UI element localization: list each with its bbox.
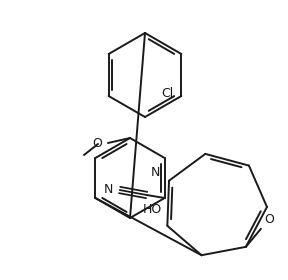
Text: O: O bbox=[264, 213, 274, 226]
Text: HO: HO bbox=[143, 203, 162, 216]
Text: N: N bbox=[103, 183, 113, 195]
Text: N: N bbox=[150, 166, 160, 179]
Text: O: O bbox=[92, 137, 102, 150]
Text: Cl: Cl bbox=[161, 87, 173, 99]
